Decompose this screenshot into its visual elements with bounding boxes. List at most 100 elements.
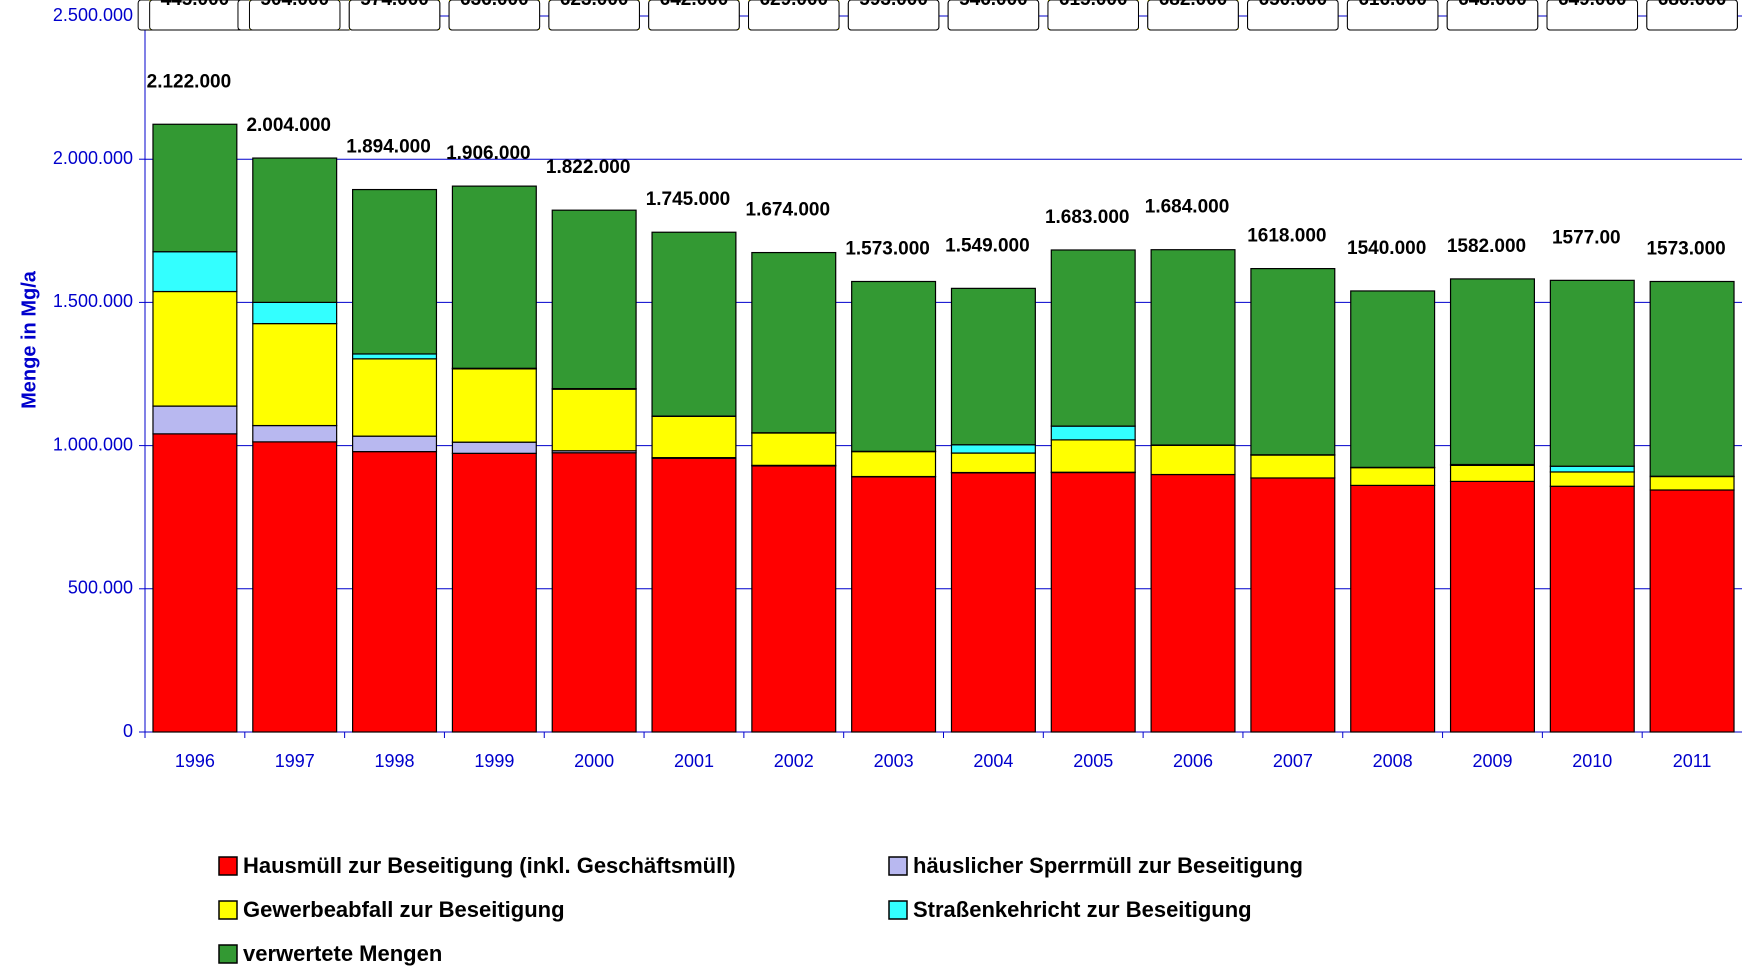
x-tick-label: 2009: [1472, 751, 1512, 771]
bar-segment: [152, 290, 238, 407]
x-tick-label: 2005: [1073, 751, 1113, 771]
bar-segment: [551, 388, 637, 452]
data-label: 615.000: [1059, 0, 1128, 10]
legend-swatch: [218, 856, 238, 876]
bar-segment: [1649, 475, 1735, 491]
bar-segment: [751, 251, 837, 434]
data-label-box: [748, 0, 840, 31]
bar-segment: [1649, 489, 1735, 733]
bar-segment: [352, 435, 438, 453]
data-label-box: [1247, 0, 1339, 31]
bar-segment: [1050, 425, 1136, 441]
legend-swatch: [218, 900, 238, 920]
data-label: 593.000: [859, 0, 928, 10]
data-label: 650.000: [1259, 0, 1328, 10]
bar-segment: [1050, 471, 1136, 733]
total-label: 1.684.000: [1145, 197, 1230, 218]
total-label: 1.674.000: [746, 200, 831, 221]
data-label: 648.000: [1458, 0, 1527, 10]
bar-segment: [451, 452, 537, 733]
x-tick-label: 2006: [1173, 751, 1213, 771]
x-tick-label: 2011: [1673, 751, 1712, 771]
bar-segment: [252, 441, 338, 733]
data-label-box: [1047, 0, 1139, 31]
bar-segment: [1350, 467, 1436, 487]
data-label-box: [1147, 0, 1239, 31]
legend-label: Gewerbeabfall zur Beseitigung: [243, 897, 565, 922]
legend-label: Straßenkehricht zur Beseitigung: [913, 897, 1252, 922]
bar-segment: [1449, 480, 1535, 733]
data-label-box: [1346, 0, 1439, 31]
bar-segment: [152, 433, 238, 733]
x-tick-label: 2003: [874, 751, 914, 771]
data-label-box: [648, 0, 740, 31]
bar-segment: [1350, 484, 1436, 733]
y-tick-label: 500.000: [68, 578, 133, 598]
bar-segment: [851, 280, 937, 452]
y-tick-label: 2.500.000: [53, 5, 133, 25]
data-label-box: [847, 0, 940, 31]
legend-swatch: [888, 856, 908, 876]
total-label: 1540.000: [1347, 238, 1426, 259]
total-label: 1.745.000: [646, 189, 731, 210]
data-label-box: [947, 0, 1040, 31]
y-tick-label: 1.500.000: [53, 291, 133, 311]
data-label: 623.000: [560, 0, 629, 10]
bar-segment: [950, 444, 1036, 454]
bar-segment: [1050, 439, 1136, 473]
data-label: 574.000: [360, 0, 429, 10]
total-label: 1582.000: [1447, 236, 1526, 257]
total-label: 1.549.000: [945, 235, 1030, 256]
bar-segment: [551, 209, 637, 390]
bar-segment: [252, 322, 338, 427]
x-tick-label: 2002: [774, 751, 814, 771]
data-label: 642.000: [660, 0, 729, 10]
bar-segment: [751, 432, 837, 466]
x-tick-label: 2010: [1572, 751, 1612, 771]
bar-segment: [252, 424, 338, 443]
x-tick-label: 2000: [574, 751, 614, 771]
bar-segment: [352, 358, 438, 437]
legend-label: verwertete Mengen: [243, 941, 442, 966]
data-label-box: [248, 0, 341, 31]
data-label: 636.000: [460, 0, 529, 10]
data-label: 616.000: [1358, 0, 1427, 10]
bar-segment: [1549, 279, 1635, 467]
bar-segment: [1449, 278, 1535, 466]
bar-segment: [451, 368, 537, 443]
x-tick-label: 2004: [973, 751, 1013, 771]
bar-segment: [1449, 464, 1535, 483]
data-label: 445.000: [161, 0, 230, 10]
x-tick-label: 2008: [1373, 751, 1413, 771]
bar-segment: [152, 123, 238, 253]
bar-segment: [950, 472, 1036, 733]
y-tick-label: 0: [123, 721, 133, 741]
total-label: 1.894.000: [346, 137, 431, 158]
bar-segment: [1350, 290, 1436, 468]
bar-segment: [352, 353, 438, 360]
data-label: 680.000: [1658, 0, 1727, 10]
x-tick-label: 1998: [375, 751, 415, 771]
bar-segment: [451, 185, 537, 369]
data-label-box: [448, 0, 541, 31]
y-tick-label: 2.000.000: [53, 148, 133, 168]
bar-segment: [152, 405, 238, 435]
data-label-box: [548, 0, 640, 31]
bar-segment: [1250, 454, 1336, 479]
x-tick-label: 1996: [175, 751, 215, 771]
bar-segment: [1549, 485, 1635, 733]
total-label: 1.822.000: [546, 157, 631, 178]
data-label: 546.000: [959, 0, 1028, 10]
total-label: 2.122.000: [147, 71, 232, 92]
data-label: 682.000: [1159, 0, 1228, 10]
total-label: 1.573.000: [845, 239, 930, 260]
data-label-box: [1546, 0, 1639, 31]
bar-segment: [451, 441, 537, 454]
total-label: 1577.00: [1552, 227, 1621, 248]
y-tick-label: 1.000.000: [53, 434, 133, 454]
data-label-box: [1446, 0, 1539, 31]
x-tick-label: 1999: [474, 751, 514, 771]
bar-segment: [651, 231, 737, 417]
bar-segment: [1250, 268, 1336, 456]
bar-segment: [950, 452, 1036, 474]
